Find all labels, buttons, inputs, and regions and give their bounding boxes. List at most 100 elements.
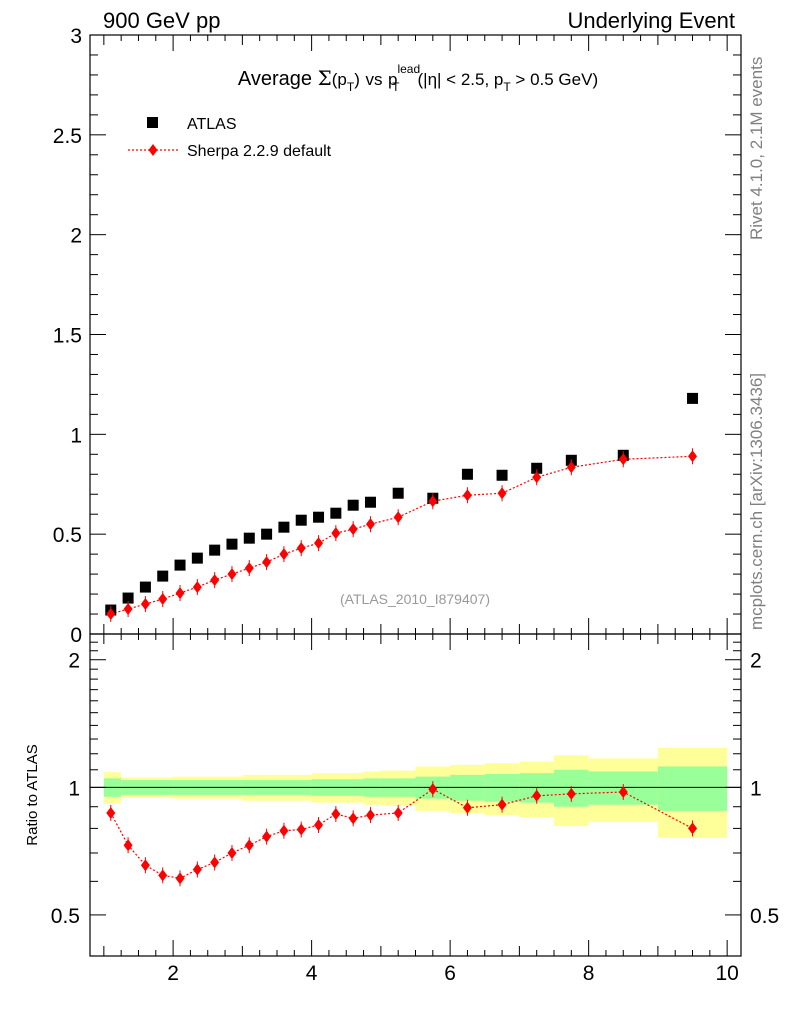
mc-point xyxy=(106,608,116,621)
xtick-label: 4 xyxy=(306,962,318,985)
atlas-point xyxy=(209,544,221,556)
main-ytick-label: 1 xyxy=(70,424,82,447)
mc-point xyxy=(688,450,698,463)
ratio-mc-point xyxy=(314,818,324,831)
mc-point xyxy=(314,537,324,550)
mc-point xyxy=(123,603,133,616)
atlas-point xyxy=(531,462,543,474)
ratio-mc-point xyxy=(348,812,358,825)
ratio-mc-point xyxy=(688,822,698,835)
atlas-point xyxy=(496,469,508,481)
ratio-ytick-label-right: 2 xyxy=(750,650,762,673)
ratio-mc-point xyxy=(140,859,150,872)
band-inner xyxy=(657,766,728,811)
ratio-mc-point xyxy=(428,783,438,796)
ratio-ytick-label: 2 xyxy=(68,650,80,673)
atlas-point xyxy=(157,570,169,582)
ratio-mc-point xyxy=(192,863,202,876)
mc-point xyxy=(393,511,403,524)
ratio-mc-point xyxy=(532,789,542,802)
ratio-mc-point xyxy=(497,798,507,811)
atlas-point xyxy=(392,487,404,499)
main-ytick-label: 3 xyxy=(70,25,82,48)
xtick-label: 2 xyxy=(167,962,179,985)
atlas-point xyxy=(278,521,290,533)
header-left: 900 GeV pp xyxy=(103,8,220,33)
ratio-ytick-label: 0.5 xyxy=(51,905,80,928)
legend-data-marker xyxy=(147,117,158,128)
ratio-mc-point xyxy=(618,785,628,798)
ratio-mc-point xyxy=(462,801,472,814)
mc-point xyxy=(279,548,289,561)
ratio-ytick-label-right: 1 xyxy=(750,777,762,800)
main-panel: (ATLAS_2010_I879407) Average Σ(pT) vs pl… xyxy=(53,25,742,647)
atlas-point xyxy=(461,468,473,480)
watermark: (ATLAS_2010_I879407) xyxy=(340,591,490,607)
xtick-label: 6 xyxy=(444,962,456,985)
legend-mc-label: Sherpa 2.2.9 default xyxy=(187,143,332,160)
ratio-ytick-label-right: 0.5 xyxy=(750,905,779,928)
mc-point xyxy=(532,471,542,484)
atlas-point xyxy=(687,392,699,404)
ratio-mc-point xyxy=(279,824,289,837)
ratio-frame xyxy=(89,633,742,957)
ratio-ylabel: Ratio to ATLAS xyxy=(24,744,41,845)
ratio-mc-point xyxy=(262,830,272,843)
ratio-panel: 0.5 0.5 1 1 2 2 2 4 6 8 10 Ratio to ATLAS xyxy=(24,633,779,985)
mc-point xyxy=(244,562,254,575)
ratio-mc-point xyxy=(365,809,375,822)
atlas-point xyxy=(243,532,255,544)
mc-point xyxy=(348,523,358,536)
mc-point xyxy=(140,598,150,611)
ratio-mc-point xyxy=(296,823,306,836)
mc-point xyxy=(331,527,341,540)
main-title: Average Σ(pT) vs plead T (|η| < 2.5, pT > … xyxy=(238,62,598,94)
ratio-mc-point xyxy=(244,839,254,852)
xtick-label: 10 xyxy=(715,962,738,985)
atlas-point xyxy=(226,538,238,550)
ratio-bands xyxy=(90,747,741,838)
ratio-mc-point xyxy=(566,787,576,800)
mc-point xyxy=(365,518,375,531)
mc-point xyxy=(262,556,272,569)
rivet-label: Rivet 4.1.0, 2.1M events xyxy=(747,57,766,240)
ratio-mc-point xyxy=(106,806,116,819)
legend-mc-marker xyxy=(148,144,158,156)
mc-point xyxy=(618,453,628,466)
atlas-point xyxy=(347,499,359,511)
main-ytick-label: 1.5 xyxy=(53,325,82,348)
ratio-marks xyxy=(106,781,698,887)
atlas-point xyxy=(261,528,273,540)
atlas-point xyxy=(313,511,325,523)
xtick-label: 8 xyxy=(583,962,595,985)
main-ytick-label: 2.5 xyxy=(53,125,82,148)
atlas-point xyxy=(139,581,151,593)
main-marks xyxy=(105,392,699,623)
atlas-point xyxy=(174,559,186,571)
mc-point xyxy=(428,495,438,508)
main-ytick-label: 0.5 xyxy=(53,524,82,547)
atlas-point xyxy=(122,592,134,604)
ratio-mc-point xyxy=(123,839,133,852)
ratio-mc-point xyxy=(158,869,168,882)
ratio-mc-point xyxy=(210,856,220,869)
ratio-mc-point xyxy=(331,808,341,821)
mc-point xyxy=(566,461,576,474)
legend-data-label: ATLAS xyxy=(187,116,237,133)
atlas-point xyxy=(191,552,203,564)
main-ytick-label: 2 xyxy=(70,225,82,248)
ratio-axes: 0.5 0.5 1 1 2 2 2 4 6 8 10 xyxy=(51,633,779,985)
main-axes: 0 0.5 1 1.5 2 2.5 3 xyxy=(53,25,741,647)
atlas-point xyxy=(364,496,376,508)
ratio-mc-point xyxy=(227,846,237,859)
header-right: Underlying Event xyxy=(567,8,735,33)
atlas-point xyxy=(330,507,342,519)
mcplots-label: mcplots.cern.ch [arXiv:1306.3436] xyxy=(747,373,766,630)
mc-point xyxy=(210,574,220,587)
mc-point xyxy=(296,542,306,555)
mc-point xyxy=(497,487,507,500)
ratio-ytick-label: 1 xyxy=(68,777,80,800)
ratio-mc-point xyxy=(393,806,403,819)
mc-point xyxy=(192,581,202,594)
